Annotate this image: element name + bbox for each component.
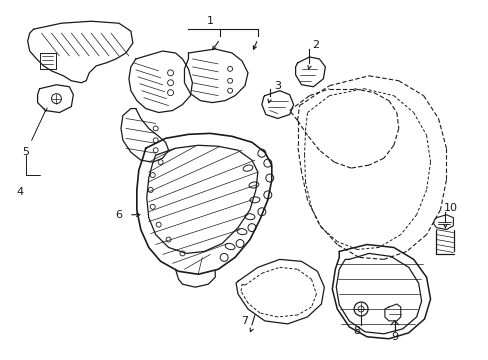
Text: 10: 10 bbox=[443, 203, 456, 213]
Text: 8: 8 bbox=[353, 326, 360, 336]
Text: 1: 1 bbox=[206, 16, 213, 26]
Text: 3: 3 bbox=[274, 81, 281, 91]
Text: 5: 5 bbox=[22, 147, 29, 157]
Text: 2: 2 bbox=[311, 40, 318, 50]
Text: 4: 4 bbox=[16, 187, 23, 197]
Text: 6: 6 bbox=[115, 210, 122, 220]
Text: 9: 9 bbox=[390, 332, 398, 342]
Text: 7: 7 bbox=[241, 316, 248, 326]
